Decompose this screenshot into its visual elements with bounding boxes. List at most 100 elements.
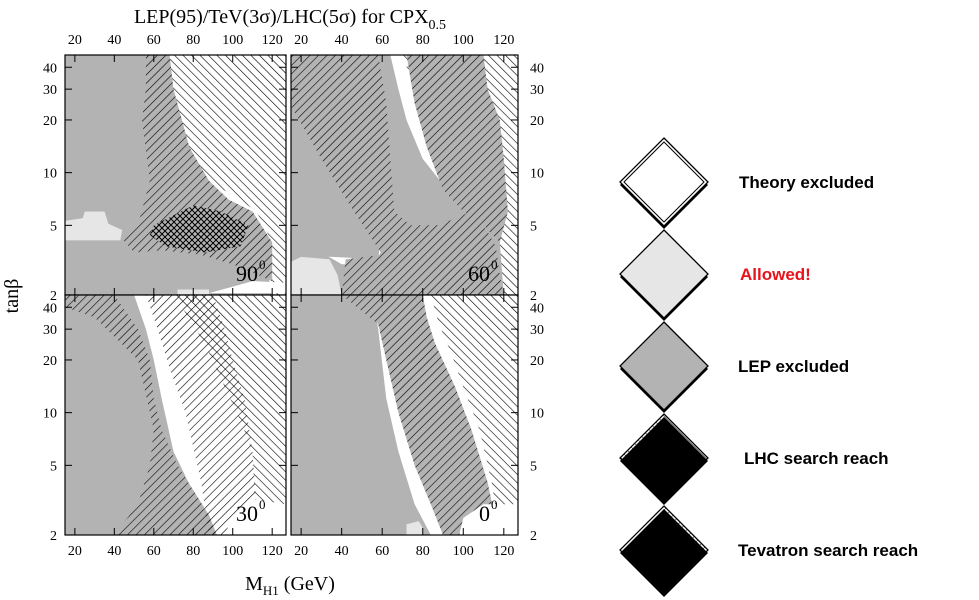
panel-frame <box>64 294 287 536</box>
y-tick-label: 10 <box>43 167 57 182</box>
y-tick-label: 10 <box>530 407 544 422</box>
y-tick-label: 5 <box>530 459 537 474</box>
tevatron-reach-region <box>65 295 217 535</box>
legend-entry: LEP excluded <box>619 321 849 413</box>
tevatron-reach-region <box>145 295 257 535</box>
allowed-region <box>406 521 423 535</box>
y-tick-label: 10 <box>530 167 544 182</box>
x-tick-label: 100 <box>453 544 474 559</box>
legend-swatch <box>619 137 709 227</box>
x-tick-label: 80 <box>416 544 430 559</box>
x-tick-label: 100 <box>453 33 474 48</box>
legend-swatch <box>619 229 709 319</box>
legend-swatch-inner <box>623 141 705 223</box>
y-tick-label: 2 <box>530 289 537 304</box>
overlap-region <box>149 205 249 253</box>
legend-entry: Tevatron search reach <box>619 505 918 597</box>
y-tick-label: 10 <box>43 407 57 422</box>
lep-excluded-region <box>291 295 431 535</box>
x-tick-label: 100 <box>222 33 243 48</box>
panel-phase-60: 60 0 <box>290 54 519 296</box>
legend-label: Allowed! <box>740 265 811 284</box>
x-tick-label: 60 <box>375 544 389 559</box>
chart-title: LEP(95)/TeV(3σ)/LHC(5σ) for CPX0.5 <box>134 6 446 33</box>
y-tick-label: 40 <box>530 61 544 76</box>
x-tick-label: 20 <box>294 33 308 48</box>
panel-frame <box>290 294 519 536</box>
x-tick-label: 20 <box>68 544 82 559</box>
lhc-reach-region <box>430 295 518 535</box>
x-tick-label: 80 <box>416 33 430 48</box>
panel-phase-90: 90 0 <box>64 54 287 296</box>
x-tick-label: 40 <box>107 544 121 559</box>
panel-label-superscript: 0 <box>259 257 266 272</box>
panel-label: 90 <box>236 261 258 286</box>
x-tick-label: 60 <box>375 33 389 48</box>
y-tick-label: 2 <box>50 529 57 544</box>
y-tick-label: 5 <box>50 219 57 234</box>
legend-entry: Theory excluded <box>619 137 874 229</box>
panel-label: 0 <box>479 501 490 526</box>
x-tick-labels: 20 40 60 80 100 120 20 40 60 80 100 120 20 40 60 80 100 1… <box>68 33 514 559</box>
panel-ticks <box>65 55 286 296</box>
y-tick-label: 40 <box>43 301 57 316</box>
y-tick-label: 20 <box>530 354 544 369</box>
panels: 90 0 60 030 0 0 020 40 60 80 100 120 20 40 60 80 100 1202… <box>43 33 544 559</box>
panel-label-superscript: 0 <box>491 497 498 512</box>
y-tick-label: 2 <box>530 529 537 544</box>
x-axis-label: MH1 (GeV) <box>245 573 335 598</box>
lhc-reach-region <box>161 55 286 295</box>
x-tick-label: 120 <box>493 33 514 48</box>
legend: Theory excluded Allowed! LEP excluded LHC s… <box>619 137 918 597</box>
tevatron-reach-region <box>406 55 508 243</box>
legend-entry: Allowed! <box>619 229 811 321</box>
y-tick-label: 40 <box>530 301 544 316</box>
panel-ticks <box>65 295 286 536</box>
legend-swatch <box>619 321 709 411</box>
y-tick-label: 5 <box>530 219 537 234</box>
panel-label: 30 <box>236 501 258 526</box>
x-tick-label: 100 <box>222 544 243 559</box>
y-tick-label: 40 <box>43 61 57 76</box>
x-tick-label: 80 <box>186 544 200 559</box>
panel-regions <box>65 55 286 295</box>
legend-label: Tevatron search reach <box>738 541 918 560</box>
panel-label-superscript: 0 <box>259 497 266 512</box>
x-tick-label: 40 <box>107 33 121 48</box>
y-tick-label: 30 <box>43 323 57 338</box>
y-tick-label: 30 <box>530 323 544 338</box>
x-tick-label: 120 <box>262 33 283 48</box>
x-tick-label: 40 <box>335 33 349 48</box>
y-tick-label: 5 <box>50 459 57 474</box>
allowed-region <box>65 211 123 241</box>
legend-entry: LHC search reach <box>619 413 889 505</box>
x-tick-label: 20 <box>68 33 82 48</box>
y-axis-label: tanβ <box>1 279 23 314</box>
theory-excluded-region <box>209 281 286 294</box>
panel-phase-30: 30 0 <box>64 294 287 536</box>
x-tick-label: 40 <box>335 544 349 559</box>
x-tick-label: 60 <box>147 544 161 559</box>
panel-label-superscript: 0 <box>491 257 498 272</box>
legend-swatch <box>619 413 709 503</box>
panel-label: 60 <box>468 261 490 286</box>
y-tick-label: 2 <box>50 289 57 304</box>
legend-swatch <box>619 505 709 595</box>
tevatron-reach-region <box>341 295 500 535</box>
y-tick-label: 20 <box>43 114 57 129</box>
panel-regions <box>65 295 286 535</box>
lhc-reach-region <box>173 295 286 535</box>
x-tick-label: 120 <box>493 544 514 559</box>
y-tick-label: 30 <box>530 83 544 98</box>
y-tick-label: 30 <box>43 83 57 98</box>
panel-regions <box>291 295 518 535</box>
legend-label: LHC search reach <box>744 449 889 468</box>
theory-excluded-region <box>224 499 286 535</box>
legend-label: LEP excluded <box>738 357 849 376</box>
x-tick-label: 80 <box>186 33 200 48</box>
y-tick-label: 20 <box>530 114 544 129</box>
x-tick-label: 60 <box>147 33 161 48</box>
